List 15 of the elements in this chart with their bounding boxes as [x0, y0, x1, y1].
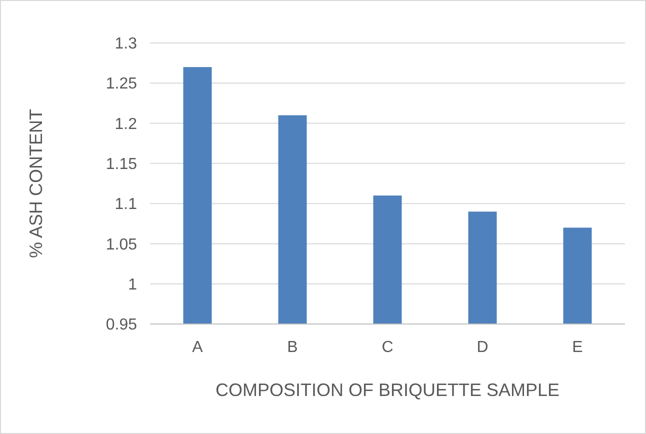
y-tick-label: 1.15	[106, 156, 138, 174]
y-axis-title: % ASH CONTENT	[26, 108, 46, 258]
x-tick-label: E	[572, 339, 583, 356]
y-tick-label: 1.2	[114, 116, 138, 133]
y-tick-label: 1.25	[106, 76, 138, 93]
y-tick-label: 1.05	[106, 236, 138, 254]
y-tick-label: 0.95	[106, 316, 138, 334]
y-tick-label: 1.3	[114, 36, 138, 53]
y-tick-label: 1.1	[114, 196, 138, 214]
x-tick-label: C	[382, 339, 394, 356]
x-tick-label: A	[192, 339, 204, 356]
x-tick-label: D	[476, 339, 488, 356]
x-tick-label: B	[287, 339, 298, 356]
x-axis-title: COMPOSITION OF BRIQUETTE SAMPLE	[215, 380, 560, 400]
y-tick-label: 1	[128, 276, 138, 294]
